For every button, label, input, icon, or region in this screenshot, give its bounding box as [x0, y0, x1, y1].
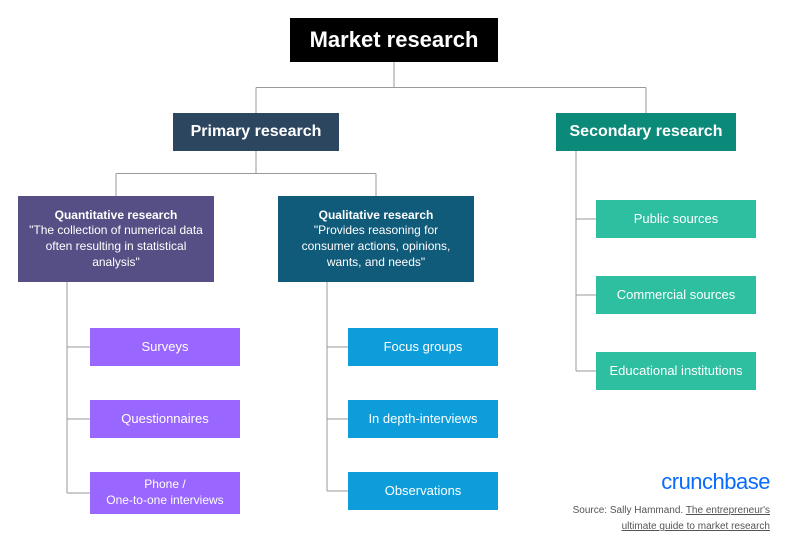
node-s1: Public sources	[596, 200, 756, 238]
node-ql3: Observations	[348, 472, 498, 510]
node-secondary: Secondary research	[556, 113, 736, 151]
attribution-block: crunchbase Source: Sally Hammand. The en…	[573, 464, 770, 535]
connector	[327, 282, 348, 491]
brand-logo: crunchbase	[573, 464, 770, 499]
node-s2: Commercial sources	[596, 276, 756, 314]
node-q3: Phone /One-to-one interviews	[90, 472, 240, 514]
connector	[256, 62, 646, 113]
source-line-1: Source: Sally Hammand. The entrepreneur'…	[573, 503, 770, 519]
node-title: Quantitative research	[28, 208, 204, 224]
connector	[116, 151, 376, 196]
connector	[576, 151, 596, 371]
node-root: Market research	[290, 18, 498, 62]
node-qual: Qualitative research"Provides reasoning …	[278, 196, 474, 282]
node-ql1: Focus groups	[348, 328, 498, 366]
node-s3: Educational institutions	[596, 352, 756, 390]
node-quant: Quantitative research"The collection of …	[18, 196, 214, 282]
node-primary: Primary research	[173, 113, 339, 151]
node-q1: Surveys	[90, 328, 240, 366]
source-line-2: ultimate guide to market research	[573, 519, 770, 535]
node-title: Qualitative research	[288, 208, 464, 224]
node-desc: "Provides reasoning for consumer actions…	[288, 223, 464, 270]
connector	[67, 282, 90, 493]
node-desc: "The collection of numerical data often …	[28, 223, 204, 270]
node-ql2: In depth-interviews	[348, 400, 498, 438]
node-q2: Questionnaires	[90, 400, 240, 438]
